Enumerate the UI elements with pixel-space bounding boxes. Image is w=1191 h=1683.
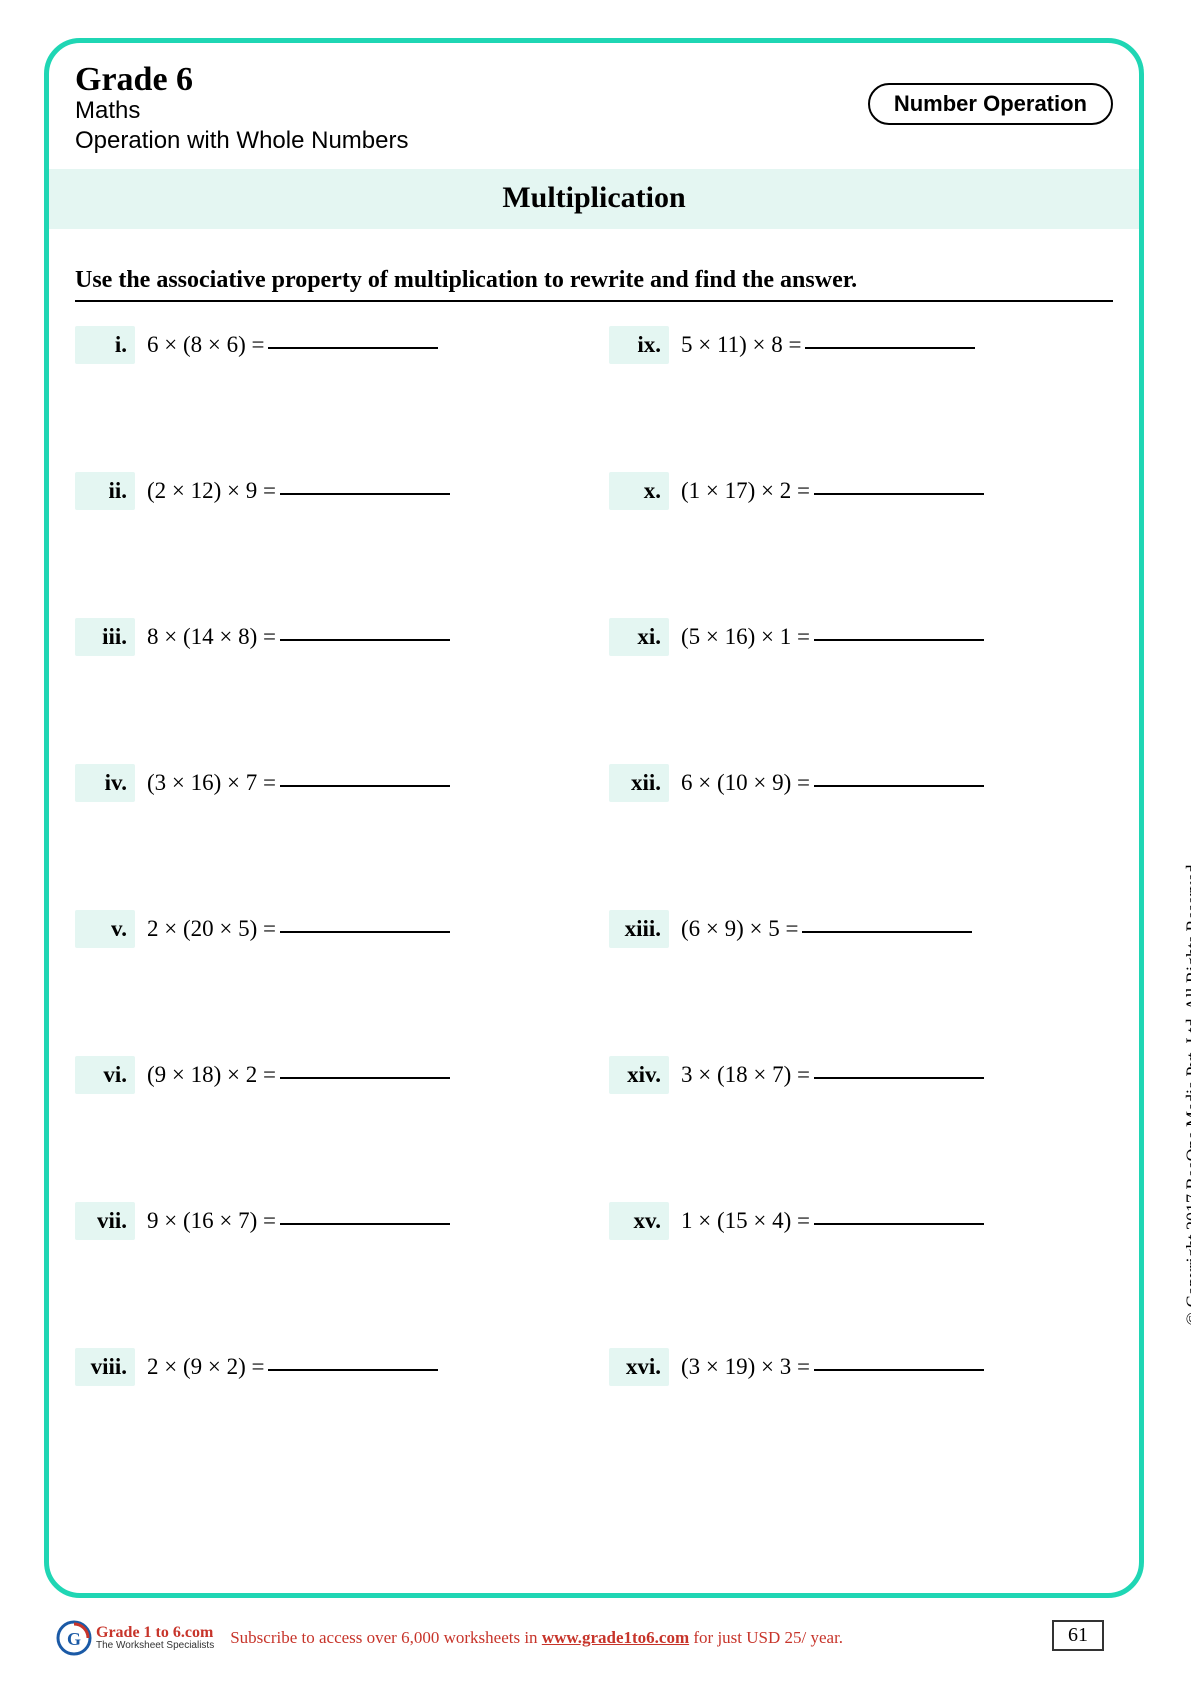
- header: Grade 6 Maths Operation with Whole Numbe…: [49, 43, 1139, 169]
- problem-expression: 3 × (18 × 7) =: [681, 1062, 810, 1088]
- instruction-text: Use the associative property of multipli…: [75, 267, 1113, 302]
- problem-item: xiv. 3 × (18 × 7) =: [609, 1056, 1113, 1094]
- problem-numeral: xv.: [609, 1202, 669, 1240]
- problem-numeral: xiii.: [609, 910, 669, 948]
- answer-blank[interactable]: [814, 779, 984, 787]
- section-title: Multiplication: [49, 169, 1139, 229]
- problem-expression: (3 × 16) × 7 =: [147, 770, 276, 796]
- problem-item: vii. 9 × (16 × 7) =: [75, 1202, 579, 1240]
- page-number: 61: [1052, 1620, 1104, 1651]
- problem-expression: (5 × 16) × 1 =: [681, 624, 810, 650]
- logo-icon: G: [56, 1620, 92, 1656]
- footer-link[interactable]: www.grade1to6.com: [542, 1628, 689, 1647]
- problem-expression: (2 × 12) × 9 =: [147, 478, 276, 504]
- answer-blank[interactable]: [802, 925, 972, 933]
- problem-expression: 8 × (14 × 8) =: [147, 624, 276, 650]
- logo-text: Grade 1 to 6.com The Worksheet Specialis…: [96, 1625, 214, 1651]
- problem-expression: (6 × 9) × 5 =: [681, 916, 798, 942]
- problem-item: xi. (5 × 16) × 1 =: [609, 618, 1113, 656]
- problem-expression: 5 × 11) × 8 =: [681, 332, 801, 358]
- problems-grid: i. 6 × (8 × 6) = ix. 5 × 11) × 8 = ii. (…: [75, 320, 1113, 1386]
- answer-blank[interactable]: [280, 1071, 450, 1079]
- brand-logo: G Grade 1 to 6.com The Worksheet Special…: [56, 1620, 214, 1656]
- subtopic-label: Operation with Whole Numbers: [75, 127, 1113, 155]
- problem-numeral: ii.: [75, 472, 135, 510]
- problem-numeral: ix.: [609, 326, 669, 364]
- problem-expression: 2 × (20 × 5) =: [147, 916, 276, 942]
- answer-blank[interactable]: [268, 1363, 438, 1371]
- problem-numeral: i.: [75, 326, 135, 364]
- answer-blank[interactable]: [814, 1217, 984, 1225]
- footer: G Grade 1 to 6.com The Worksheet Special…: [44, 1608, 1144, 1668]
- problem-numeral: xvi.: [609, 1348, 669, 1386]
- problem-item: iv. (3 × 16) × 7 =: [75, 764, 579, 802]
- problem-expression: (1 × 17) × 2 =: [681, 478, 810, 504]
- problem-item: x. (1 × 17) × 2 =: [609, 472, 1113, 510]
- copyright-vertical: © Copyright 2017 BeeOne Media Pvt. Ltd. …: [1183, 860, 1191, 1326]
- answer-blank[interactable]: [814, 633, 984, 641]
- problem-expression: 9 × (16 × 7) =: [147, 1208, 276, 1234]
- worksheet-page: Grade 6 Maths Operation with Whole Numbe…: [44, 38, 1144, 1598]
- problem-numeral: iv.: [75, 764, 135, 802]
- problem-item: xv. 1 × (15 × 4) =: [609, 1202, 1113, 1240]
- answer-blank[interactable]: [814, 1071, 984, 1079]
- problem-numeral: xiv.: [609, 1056, 669, 1094]
- logo-subtitle: The Worksheet Specialists: [96, 1641, 214, 1651]
- logo-title: Grade 1 to 6.com: [96, 1625, 214, 1641]
- problem-expression: 2 × (9 × 2) =: [147, 1354, 264, 1380]
- answer-blank[interactable]: [814, 1363, 984, 1371]
- problem-item: vi. (9 × 18) × 2 =: [75, 1056, 579, 1094]
- footer-msg-post: for just USD 25/ year.: [689, 1628, 843, 1647]
- svg-text:G: G: [67, 1629, 81, 1649]
- problem-numeral: xi.: [609, 618, 669, 656]
- problem-numeral: iii.: [75, 618, 135, 656]
- content-area: Use the associative property of multipli…: [49, 229, 1139, 1396]
- problem-item: ix. 5 × 11) × 8 =: [609, 326, 1113, 364]
- answer-blank[interactable]: [280, 633, 450, 641]
- problem-item: viii. 2 × (9 × 2) =: [75, 1348, 579, 1386]
- problem-numeral: xii.: [609, 764, 669, 802]
- answer-blank[interactable]: [805, 341, 975, 349]
- problem-expression: (9 × 18) × 2 =: [147, 1062, 276, 1088]
- problem-item: ii. (2 × 12) × 9 =: [75, 472, 579, 510]
- problem-expression: 1 × (15 × 4) =: [681, 1208, 810, 1234]
- problem-expression: 6 × (10 × 9) =: [681, 770, 810, 796]
- answer-blank[interactable]: [280, 925, 450, 933]
- answer-blank[interactable]: [814, 487, 984, 495]
- footer-message: Subscribe to access over 6,000 worksheet…: [230, 1628, 843, 1648]
- problem-expression: 6 × (8 × 6) =: [147, 332, 264, 358]
- problem-item: xvi. (3 × 19) × 3 =: [609, 1348, 1113, 1386]
- answer-blank[interactable]: [280, 779, 450, 787]
- problem-numeral: vi.: [75, 1056, 135, 1094]
- problem-item: i. 6 × (8 × 6) =: [75, 326, 579, 364]
- problem-item: v. 2 × (20 × 5) =: [75, 910, 579, 948]
- answer-blank[interactable]: [268, 341, 438, 349]
- answer-blank[interactable]: [280, 487, 450, 495]
- answer-blank[interactable]: [280, 1217, 450, 1225]
- problem-numeral: v.: [75, 910, 135, 948]
- problem-item: xii. 6 × (10 × 9) =: [609, 764, 1113, 802]
- problem-numeral: viii.: [75, 1348, 135, 1386]
- problem-numeral: vii.: [75, 1202, 135, 1240]
- problem-item: iii. 8 × (14 × 8) =: [75, 618, 579, 656]
- category-badge: Number Operation: [868, 83, 1113, 125]
- problem-numeral: x.: [609, 472, 669, 510]
- problem-item: xiii. (6 × 9) × 5 =: [609, 910, 1113, 948]
- problem-expression: (3 × 19) × 3 =: [681, 1354, 810, 1380]
- footer-msg-pre: Subscribe to access over 6,000 worksheet…: [230, 1628, 542, 1647]
